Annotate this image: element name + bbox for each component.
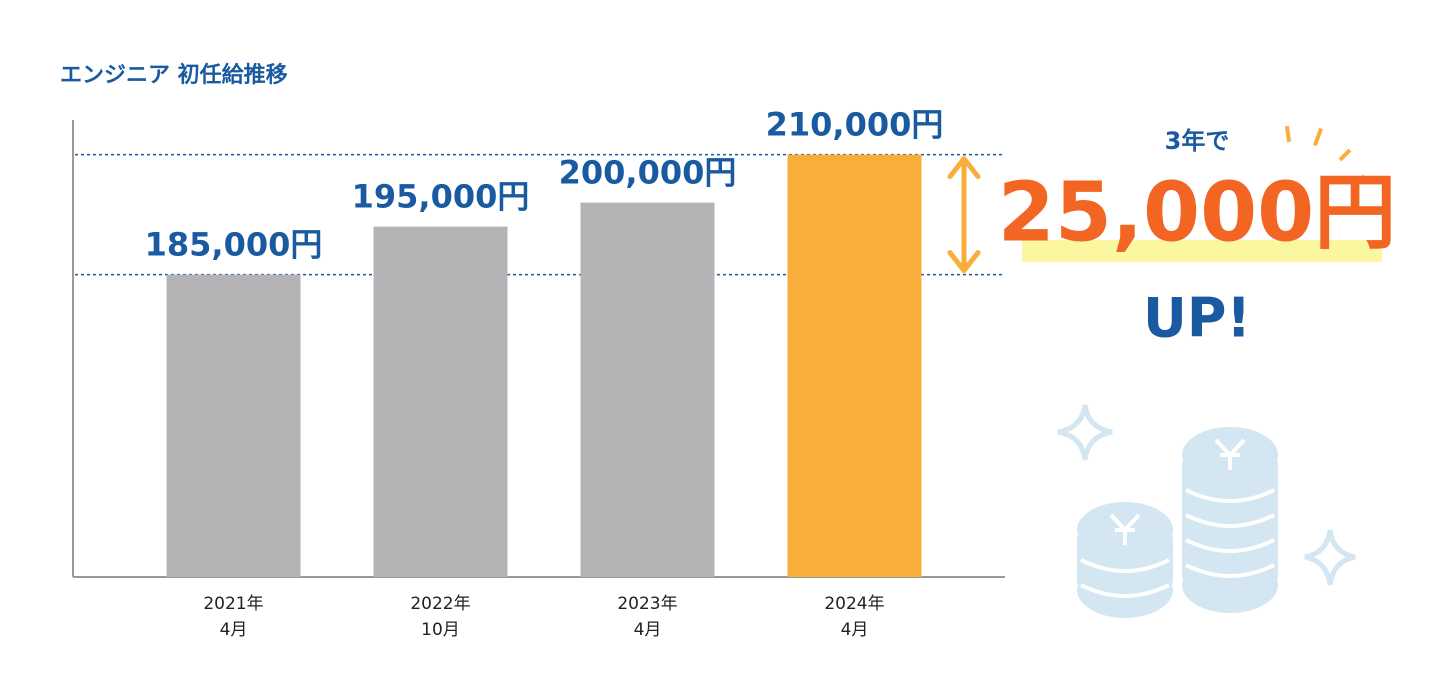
callout-amount: 25,000円 [998,165,1396,260]
bar [166,274,301,577]
value-label: 200,000円 [559,154,737,192]
callout-suffix: UP! [1143,287,1251,350]
value-label: 210,000円 [766,106,944,144]
x-tick-label: 2024年 4月 [824,594,885,640]
highlight [1022,240,1382,262]
bar [373,226,508,577]
difference-arrow [947,156,981,274]
bar [787,154,922,577]
x-tick-label: 2023年 4月 [617,594,678,640]
callout-prefix: 3年で [1165,127,1230,155]
decoration [1057,125,1366,618]
bar [580,202,715,577]
value-label: 185,000円 [145,226,323,264]
x-tick-label: 2021年 4月 [203,594,264,640]
x-tick-label: 2022年 10月 [410,594,471,640]
chart-title: エンジニア 初任給推移 [60,62,288,88]
value-label: 195,000円 [352,178,530,216]
